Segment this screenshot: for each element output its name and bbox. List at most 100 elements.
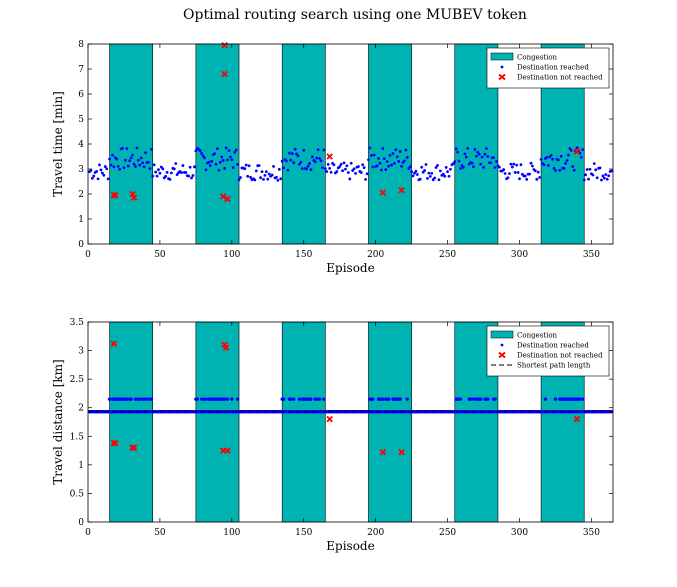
reached-point	[362, 166, 366, 170]
legend-label: Destination not reached	[517, 352, 603, 360]
reached-point	[545, 156, 549, 159]
reached-point	[365, 172, 369, 176]
reached-point	[118, 167, 122, 171]
reached-point	[300, 167, 304, 171]
reached-point	[489, 161, 493, 165]
reached-point	[323, 167, 327, 171]
x-tick-label: 50	[154, 250, 166, 260]
reached-point	[236, 162, 239, 166]
reached-point	[151, 174, 155, 178]
reached-point	[398, 150, 402, 153]
reached-point	[349, 161, 353, 165]
reached-point	[302, 148, 306, 152]
reached-point	[531, 164, 534, 168]
reached-point	[243, 167, 247, 171]
reached-point	[387, 164, 391, 168]
reached-point	[138, 397, 142, 401]
reached-point	[565, 159, 569, 162]
not-reached-marker	[222, 344, 230, 351]
y-tick-label: 0	[78, 240, 84, 250]
reached-point	[395, 155, 399, 159]
reached-point	[214, 162, 218, 166]
reached-point	[317, 397, 322, 401]
reached-point	[444, 166, 448, 169]
reached-point	[221, 158, 225, 162]
reached-point	[592, 162, 596, 166]
x-tick-label: 300	[511, 250, 528, 260]
reached-point	[546, 164, 550, 167]
x-tick-label: 0	[85, 250, 91, 260]
reached-point	[291, 397, 296, 401]
reached-point	[193, 165, 196, 169]
reached-point	[447, 174, 451, 178]
reached-point	[259, 176, 263, 180]
legend-reached-swatch	[500, 65, 504, 69]
reached-point	[122, 166, 126, 170]
reached-point	[275, 175, 278, 179]
reached-point	[388, 154, 392, 157]
not-reached-marker	[573, 415, 581, 423]
not-reached-marker	[110, 192, 118, 199]
reached-point	[126, 164, 130, 168]
reached-point	[542, 163, 546, 167]
legend: Congestion Destination reached Destination…	[486, 47, 610, 89]
reached-point	[187, 174, 191, 178]
reached-point	[543, 397, 548, 401]
y-tick-label: 6	[78, 90, 84, 100]
reached-point	[254, 169, 258, 173]
reached-point	[322, 397, 326, 401]
reached-point	[194, 149, 198, 153]
reached-point	[198, 149, 202, 153]
reached-point	[244, 163, 248, 167]
reached-point	[411, 174, 415, 178]
y-tick-label: 2	[78, 404, 84, 414]
reached-point	[285, 159, 288, 163]
reached-point	[418, 177, 422, 181]
reached-point	[562, 166, 566, 170]
reached-point	[451, 162, 455, 166]
reached-point	[457, 159, 461, 163]
reached-point	[516, 171, 520, 174]
reached-point	[116, 164, 120, 168]
reached-point	[473, 148, 477, 151]
y-tick-label: 2	[78, 190, 84, 200]
reached-point	[289, 397, 293, 401]
reached-point	[142, 165, 146, 169]
y-tick-label: 3	[78, 347, 84, 357]
x-tick-label: 250	[439, 528, 456, 538]
reached-point	[203, 156, 206, 160]
reached-point	[403, 159, 406, 163]
reached-point	[502, 168, 506, 171]
reached-point	[227, 149, 231, 152]
reached-point	[125, 147, 129, 151]
legend-label: Destination reached	[517, 64, 589, 72]
x-tick-label: 100	[223, 528, 240, 538]
not-reached-marker	[112, 439, 119, 447]
reached-point	[105, 167, 109, 171]
x-axis-label: Episode	[326, 539, 374, 553]
reached-point	[253, 178, 257, 182]
not-reached-marker	[573, 148, 581, 155]
reached-point	[493, 166, 497, 169]
x-tick-label: 0	[85, 528, 91, 538]
axes-box	[87, 321, 614, 523]
reached-point	[554, 168, 557, 172]
not-reached-marker	[130, 194, 138, 201]
reached-point	[230, 158, 234, 162]
reached-point	[427, 171, 431, 175]
reached-point	[298, 162, 301, 166]
legend-congestion-swatch	[490, 52, 514, 61]
not-reached-marker	[129, 444, 136, 451]
reached-point	[100, 171, 104, 175]
reached-point	[572, 168, 576, 172]
reached-point	[415, 173, 419, 176]
reached-point	[292, 161, 296, 165]
reached-point	[354, 172, 357, 175]
reached-point	[371, 165, 375, 169]
reached-point	[204, 168, 208, 172]
reached-point	[578, 397, 582, 401]
legend-congestion-swatch	[490, 330, 514, 339]
reached-point	[443, 174, 447, 178]
reached-point	[549, 153, 553, 157]
congestion-band	[195, 43, 240, 245]
